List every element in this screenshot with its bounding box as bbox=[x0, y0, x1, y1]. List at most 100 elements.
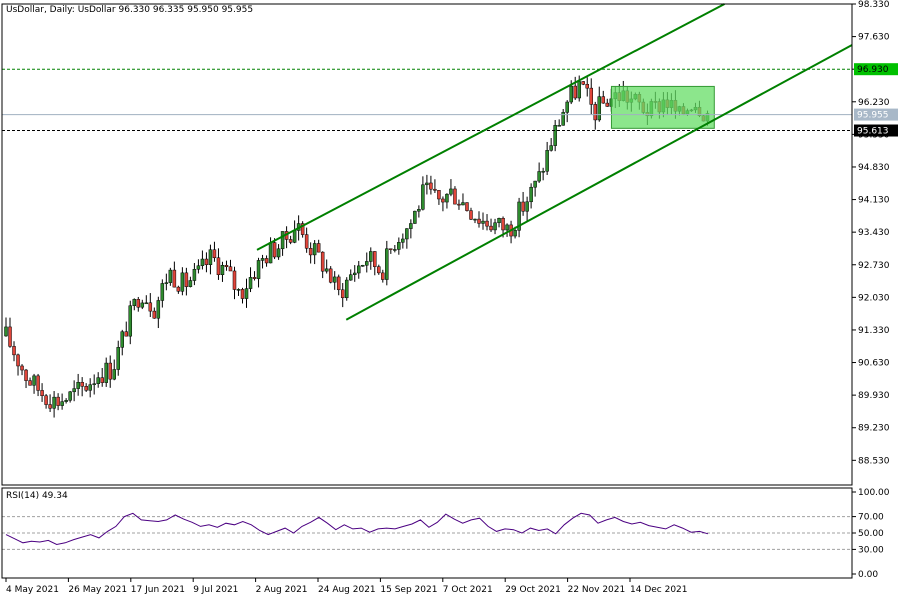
candle-body bbox=[232, 270, 237, 290]
candle-body bbox=[28, 380, 32, 386]
candle-body bbox=[316, 243, 321, 253]
header-ohlc: 96.330 96.335 95.950 95.955 bbox=[119, 5, 254, 15]
candle-body bbox=[589, 87, 593, 105]
candle-body bbox=[553, 125, 557, 146]
candle-body bbox=[373, 251, 377, 267]
candle-body bbox=[192, 269, 197, 281]
rsi-tick-label: 0.00 bbox=[858, 570, 878, 580]
rsi-tick-label: 50.00 bbox=[858, 529, 884, 539]
rsi-tick-label: 70.00 bbox=[858, 513, 884, 523]
price-tick-label: 98.330 bbox=[858, 0, 890, 10]
candle-body bbox=[256, 260, 261, 279]
candle-body bbox=[413, 210, 417, 224]
price-tag-box bbox=[854, 63, 898, 76]
candle-body bbox=[545, 150, 549, 172]
candle-body bbox=[300, 223, 305, 235]
candle-body bbox=[381, 272, 385, 280]
candle-body bbox=[601, 96, 606, 104]
date-label: 29 Oct 2021 bbox=[505, 585, 561, 595]
candle-body bbox=[272, 242, 277, 258]
price-tag-label: 95.955 bbox=[857, 111, 889, 121]
candle-body bbox=[248, 277, 253, 289]
candle-body bbox=[441, 198, 445, 203]
candle-body bbox=[20, 365, 24, 371]
candle-body bbox=[449, 188, 453, 195]
channel-upper-line bbox=[256, 3, 725, 251]
candle-body bbox=[280, 231, 285, 250]
candle-body bbox=[445, 193, 449, 203]
candle-body bbox=[549, 145, 553, 151]
candle-body bbox=[328, 268, 333, 283]
candle-body bbox=[365, 261, 369, 266]
candle-body bbox=[276, 248, 281, 258]
candle-body bbox=[485, 220, 489, 227]
candle-body bbox=[216, 257, 221, 276]
date-label: 14 Dec 2021 bbox=[630, 585, 688, 595]
candle-body bbox=[533, 180, 537, 188]
candle-body bbox=[517, 201, 521, 231]
price-pane bbox=[2, 3, 853, 418]
candle-body bbox=[537, 171, 541, 182]
candle-body bbox=[605, 102, 610, 107]
candle-body bbox=[116, 347, 120, 370]
candle-body bbox=[44, 395, 48, 405]
candle-body bbox=[513, 230, 517, 237]
candle-body bbox=[561, 112, 565, 126]
candle-body bbox=[417, 209, 421, 212]
candle-body bbox=[332, 276, 337, 283]
price-tick-label: 93.430 bbox=[858, 228, 890, 238]
candle-body bbox=[52, 396, 56, 409]
candle-body bbox=[425, 182, 429, 186]
candle-body bbox=[76, 381, 80, 389]
candle-body bbox=[260, 258, 265, 261]
candle-body bbox=[369, 251, 373, 262]
candle-body bbox=[465, 202, 469, 211]
candle-body bbox=[541, 170, 545, 173]
rsi-label: RSI(14) 49.34 bbox=[6, 491, 68, 501]
candle-body bbox=[348, 274, 353, 281]
candle-body bbox=[176, 286, 181, 292]
candle-body bbox=[156, 300, 161, 319]
candle-body bbox=[593, 104, 598, 121]
date-label: 15 Sep 2021 bbox=[380, 585, 437, 595]
candle-body bbox=[180, 272, 185, 292]
header-symbol: UsDollar bbox=[6, 5, 44, 15]
price-tag-box bbox=[854, 124, 898, 137]
candle-body bbox=[557, 125, 561, 127]
price-tick-label: 97.630 bbox=[858, 33, 890, 43]
candle-body bbox=[312, 243, 317, 256]
candle-body bbox=[501, 218, 505, 231]
candle-body bbox=[385, 248, 389, 280]
candle-body bbox=[16, 354, 20, 367]
candle-body bbox=[393, 249, 397, 251]
candle-body bbox=[140, 302, 145, 308]
price-tick-label: 94.830 bbox=[858, 163, 890, 173]
candle-body bbox=[136, 299, 141, 308]
candle-body bbox=[12, 346, 16, 356]
rsi-pane bbox=[2, 512, 852, 550]
date-label: 26 May 2021 bbox=[68, 585, 127, 595]
candle-body bbox=[461, 202, 465, 206]
price-pane-border bbox=[1, 3, 853, 486]
candle-body bbox=[168, 269, 173, 283]
candle-body bbox=[489, 225, 493, 231]
candle-body bbox=[184, 272, 189, 287]
candle-body bbox=[585, 83, 589, 89]
candle-body bbox=[36, 375, 40, 391]
chart-header: UsDollar, Daily: UsDollar 96.330 96.335 … bbox=[6, 5, 253, 15]
candle-body bbox=[529, 186, 533, 203]
candle-body bbox=[128, 305, 133, 337]
candle-body bbox=[104, 362, 108, 383]
candle-body bbox=[196, 265, 201, 270]
candle-body bbox=[188, 280, 193, 287]
candle-body bbox=[72, 388, 76, 393]
candle-body bbox=[340, 289, 345, 299]
candle-body bbox=[212, 249, 217, 259]
candle-body bbox=[409, 223, 413, 229]
candle-body bbox=[56, 396, 60, 406]
date-label: 24 Aug 2021 bbox=[318, 585, 376, 595]
candle-body bbox=[401, 238, 405, 243]
price-tick-label: 92.030 bbox=[858, 293, 890, 303]
rsi-line bbox=[5, 512, 709, 546]
